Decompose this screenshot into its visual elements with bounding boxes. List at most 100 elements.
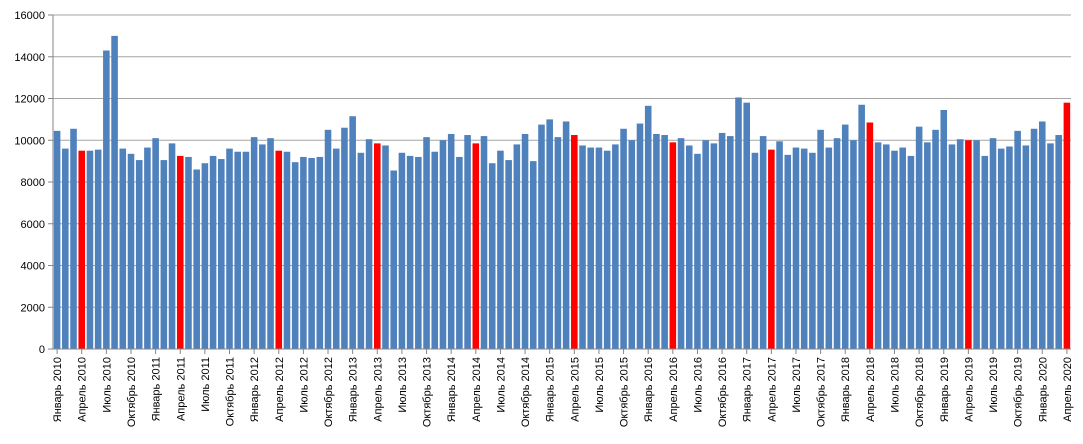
bar [316, 156, 324, 349]
y-tick-label: 12000 [14, 94, 45, 106]
x-tick-label: Апрель 2011 [175, 357, 187, 421]
bar [382, 145, 389, 349]
bar [1006, 146, 1013, 349]
bar [661, 135, 668, 349]
x-tick-label: Июль 2019 [988, 357, 1000, 413]
bar [989, 138, 997, 349]
bar-highlight [768, 149, 775, 349]
x-tick-label: Июль 2018 [889, 357, 901, 413]
bar [291, 162, 299, 349]
x-tick-label: Апрель 2019 [963, 357, 975, 422]
bar [883, 144, 890, 349]
bars [53, 35, 1071, 350]
x-tick-label: Июль 2014 [495, 357, 507, 413]
bar [776, 141, 783, 349]
bar [612, 144, 619, 349]
x-tick-labels: Январь 2010 Апрель 2010 Июль 2010 Октябрь 2… [52, 349, 1074, 427]
bar [850, 140, 857, 349]
bar [135, 160, 143, 349]
x-tick-label: Январь 2015 [545, 357, 557, 422]
bar-highlight [275, 150, 283, 349]
bar [653, 133, 660, 349]
bar [70, 128, 77, 349]
x-tick-label: Октябрь 2014 [520, 357, 532, 427]
x-tick-label: Апрель 2010 [77, 357, 89, 422]
bar [332, 148, 340, 349]
bar [250, 137, 258, 349]
bar [357, 152, 365, 349]
bar [997, 148, 1005, 349]
bar [160, 160, 168, 349]
bar [685, 145, 693, 349]
bar [398, 152, 406, 349]
y-tick-labels: 0 2000 4000 6000 8000 10000 12000 14000 16000 [14, 10, 45, 356]
bar [103, 50, 110, 350]
bar [874, 142, 882, 349]
bar-highlight [472, 143, 480, 349]
bar [538, 124, 545, 349]
bar [218, 159, 225, 349]
bar [193, 169, 200, 349]
bar [956, 139, 964, 349]
bar [209, 155, 217, 349]
bar [111, 35, 118, 350]
bar [841, 124, 849, 349]
bar [1055, 135, 1062, 349]
x-tick-label: Январь 2017 [742, 357, 754, 422]
y-tick-label: 0 [39, 344, 45, 356]
x-tick-label: Июль 2013 [397, 357, 409, 413]
bar [973, 140, 980, 349]
bar [86, 150, 94, 349]
bar [439, 140, 447, 349]
bar [891, 150, 898, 349]
x-tick-label: Январь 2020 [1037, 357, 1049, 422]
bar [1047, 143, 1054, 349]
bar [792, 147, 800, 349]
bar [981, 155, 989, 349]
bar [349, 116, 356, 350]
x-tick-label: Январь 2013 [348, 357, 360, 422]
bar-highlight [176, 155, 184, 349]
x-tick-label: Июль 2015 [594, 357, 606, 413]
x-tick-label: Июль 2016 [692, 357, 704, 413]
bar [201, 163, 209, 349]
bar [710, 143, 718, 349]
bar [423, 137, 430, 349]
bar [743, 102, 750, 349]
bar [144, 147, 151, 349]
y-tick-label: 10000 [14, 135, 45, 147]
bar [415, 156, 422, 349]
bar [751, 152, 759, 349]
bar [308, 157, 315, 349]
y-tick-label: 4000 [21, 261, 45, 273]
x-tick-label: Январь 2019 [939, 357, 951, 422]
bar [168, 143, 176, 349]
y-tick-label: 14000 [14, 52, 45, 64]
x-tick-label: Апрель 2017 [766, 357, 778, 422]
bar [431, 151, 439, 349]
bar [497, 150, 504, 349]
bar [152, 138, 159, 349]
bar-highlight [965, 140, 972, 349]
bar [644, 105, 652, 349]
bar [718, 132, 726, 349]
x-tick-label: Апрель 2020 [1062, 357, 1074, 422]
bar [817, 129, 824, 349]
bar [365, 139, 373, 349]
bar [119, 148, 127, 349]
bar [94, 149, 102, 349]
bar [390, 170, 397, 349]
x-tick-label: Апрель 2016 [668, 357, 680, 422]
bar [677, 138, 685, 349]
bar [932, 129, 939, 349]
x-tick-label: Октябрь 2019 [1013, 357, 1025, 427]
bar [800, 148, 808, 349]
x-tick-label: Октябрь 2018 [914, 357, 926, 427]
bar [127, 153, 135, 349]
x-tick-label: Октябрь 2012 [323, 357, 335, 427]
bar [53, 130, 61, 349]
bar [267, 138, 274, 349]
x-tick-label: Октябрь 2010 [126, 357, 138, 427]
bar [521, 133, 529, 349]
